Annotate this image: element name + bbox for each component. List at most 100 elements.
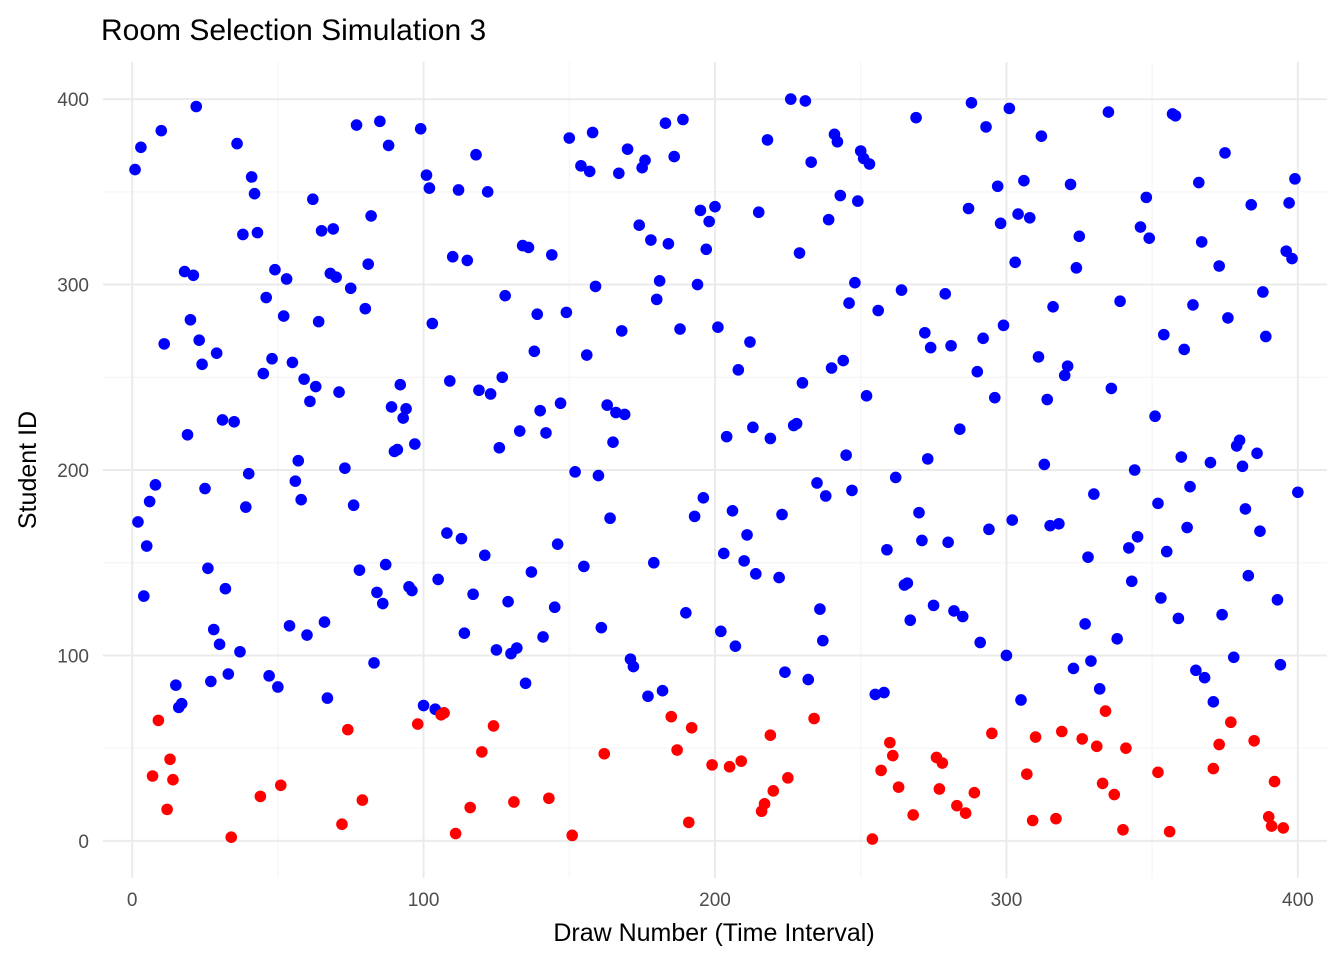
blue-data-point (1023, 211, 1036, 224)
blue-data-point (511, 642, 523, 654)
red-data-point (225, 831, 238, 843)
blue-data-point (1227, 651, 1240, 664)
y-tick-label: 400 (57, 90, 89, 111)
blue-data-point (942, 536, 954, 549)
blue-data-point (560, 306, 573, 319)
blue-data-point (170, 679, 182, 691)
blue-data-point (604, 512, 616, 525)
blue-data-point (1195, 236, 1208, 248)
blue-data-point (578, 560, 590, 573)
blue-data-point (473, 384, 485, 397)
red-data-point (685, 721, 698, 734)
blue-data-point (1184, 480, 1196, 493)
blue-data-point (359, 302, 372, 315)
blue-data-point (181, 428, 194, 441)
blue-data-point (1175, 451, 1188, 463)
red-data-point (146, 770, 159, 782)
blue-data-point (1149, 410, 1161, 423)
blue-data-point (234, 645, 246, 658)
blue-data-point (196, 358, 208, 371)
blue-data-point (796, 377, 809, 389)
red-data-point (487, 720, 500, 732)
x-tick-label: 200 (699, 890, 731, 911)
blue-data-point (190, 100, 203, 113)
red-data-point (1262, 811, 1275, 823)
red-data-point (1268, 775, 1281, 788)
blue-data-point (1061, 360, 1074, 372)
blue-data-point (1012, 208, 1024, 220)
red-data-point (758, 798, 771, 810)
red-data-point (884, 736, 896, 749)
blue-data-point (1082, 551, 1094, 563)
blue-data-point (712, 321, 724, 334)
x-axis-title: Draw Number (Time Interval) (553, 919, 874, 947)
red-data-point (1117, 823, 1129, 836)
red-data-point (449, 827, 462, 840)
blue-data-point (178, 265, 191, 278)
red-data-point (1076, 733, 1088, 745)
blue-data-point (948, 605, 960, 617)
blue-data-point (374, 115, 386, 128)
blue-data-point (257, 367, 270, 380)
red-data-point (411, 718, 424, 730)
blue-data-point (991, 180, 1004, 193)
y-axis-title: Student ID (14, 411, 42, 529)
blue-data-point (895, 284, 908, 296)
blue-data-point (548, 601, 561, 614)
blue-data-point (852, 195, 864, 207)
blue-data-point (298, 373, 310, 385)
red-data-point (254, 790, 267, 803)
blue-data-point (834, 189, 847, 202)
blue-data-point (610, 406, 622, 419)
blue-data-point (1260, 330, 1272, 343)
blue-data-point (444, 375, 456, 387)
blue-data-point (677, 113, 689, 126)
blue-data-point (266, 352, 278, 365)
blue-data-point (1172, 612, 1185, 625)
blue-data-point (956, 610, 969, 623)
red-data-point (1207, 762, 1220, 775)
blue-data-point (872, 304, 884, 317)
blue-data-point (648, 556, 660, 569)
blue-data-point (237, 228, 249, 241)
blue-data-point (1032, 351, 1045, 363)
blue-data-point (307, 193, 319, 206)
blue-data-point (595, 621, 608, 634)
blue-data-point (333, 386, 345, 398)
blue-data-point (811, 477, 823, 489)
blue-data-point (382, 139, 395, 152)
blue-data-point (819, 490, 832, 502)
blue-data-point (283, 619, 296, 632)
blue-data-point (1257, 286, 1269, 298)
red-data-point (1213, 738, 1225, 751)
blue-data-point (1073, 230, 1086, 243)
red-data-point (161, 803, 173, 816)
blue-data-point (1158, 328, 1170, 341)
blue-data-point (720, 430, 733, 443)
blue-data-point (592, 469, 605, 482)
blue-data-point (499, 289, 511, 302)
red-data-point (951, 799, 963, 812)
blue-data-point (496, 371, 509, 384)
blue-data-point (537, 631, 549, 643)
blue-data-point (642, 690, 654, 703)
blue-data-point (1105, 382, 1118, 395)
blue-data-point (1216, 608, 1228, 621)
blue-data-point (1070, 262, 1083, 274)
blue-data-point (1035, 130, 1048, 142)
red-data-point (476, 746, 488, 758)
blue-data-point (793, 247, 806, 259)
red-data-point (866, 833, 879, 845)
blue-data-point (551, 538, 564, 550)
blue-data-point (750, 568, 762, 580)
blue-data-point (729, 640, 742, 652)
blue-data-point (974, 636, 986, 649)
red-data-point (671, 744, 683, 756)
blue-data-point (691, 278, 704, 291)
blue-data-point (467, 588, 479, 601)
blue-data-point (222, 668, 235, 680)
blue-data-point (490, 644, 503, 656)
red-data-point (508, 796, 520, 808)
blue-data-point (997, 319, 1010, 332)
blue-data-point (977, 332, 989, 345)
